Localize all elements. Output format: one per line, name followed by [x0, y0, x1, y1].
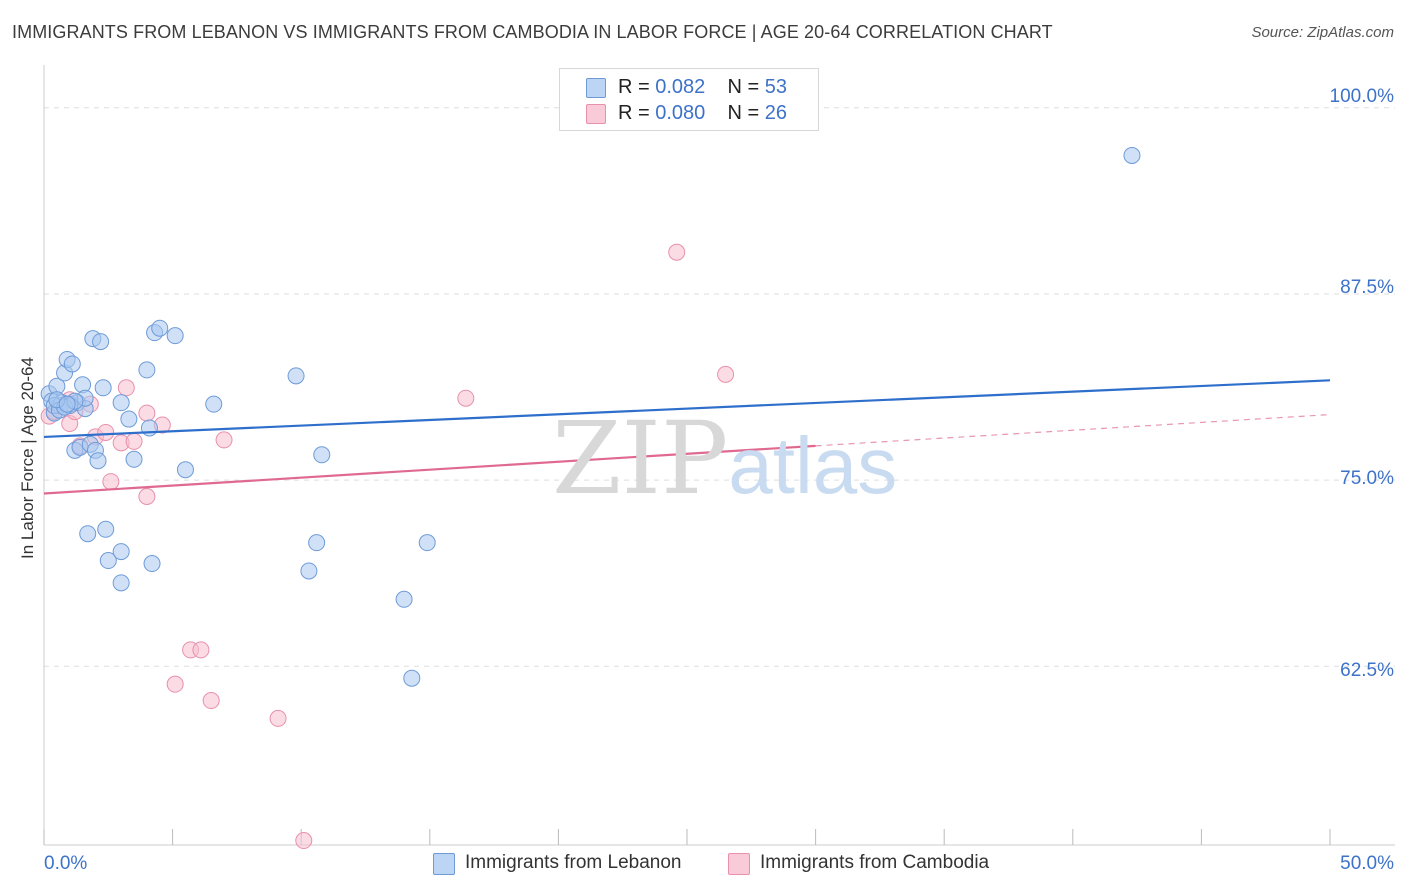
y-tick-label-75: 75.0%: [1340, 468, 1394, 489]
cambodia-point: [97, 423, 115, 441]
cambodia-point: [166, 675, 184, 693]
cambodia-point: [269, 709, 287, 727]
source-credit: Source: ZipAtlas.com: [1251, 24, 1394, 41]
lebanon-point: [120, 410, 138, 428]
lebanon-point: [287, 367, 305, 385]
lebanon-swatch: [586, 78, 606, 98]
series-legend: Immigrants from Lebanon Immigrants from …: [0, 852, 1406, 878]
legend-swatch-cambodia: [728, 853, 750, 875]
watermark-zip: ZIP: [552, 400, 729, 517]
lebanon-point: [99, 552, 117, 570]
r-value-cambodia: 0.080: [655, 102, 706, 124]
lebanon-point: [97, 520, 115, 538]
lebanon-point: [112, 574, 130, 592]
cambodia-point: [668, 243, 686, 261]
cambodia-point: [125, 432, 143, 450]
lebanon-point: [125, 450, 143, 468]
lebanon-point: [89, 452, 107, 470]
legend-label-lebanon: Immigrants from Lebanon: [465, 852, 682, 873]
lebanon-point: [94, 379, 112, 397]
lebanon-point: [308, 534, 326, 552]
watermark-atlas: atlas: [728, 421, 898, 510]
lebanon-point: [63, 355, 81, 373]
cambodia-point: [192, 641, 210, 659]
cambodia-swatch: [586, 104, 606, 124]
legend-swatch-lebanon: [433, 853, 455, 875]
watermark: ZIPatlas: [552, 400, 897, 517]
lebanon-trend-line: [43, 379, 1331, 439]
cambodia-trend-line: [43, 444, 816, 495]
lebanon-point: [1123, 146, 1141, 164]
x-axis-min-label: 0.0%: [44, 853, 88, 874]
lebanon-point: [112, 543, 130, 561]
cambodia-point: [457, 389, 475, 407]
r-label: R =: [618, 102, 650, 124]
lebanon-point: [395, 590, 413, 608]
lebanon-point: [58, 395, 76, 413]
lebanon-point: [92, 333, 110, 351]
lebanon-point: [205, 395, 223, 413]
cambodia-point: [295, 832, 313, 850]
cambodia-trend-extension: [815, 413, 1331, 447]
y-tick-label-87-5: 87.5%: [1340, 277, 1394, 298]
lebanon-point: [403, 669, 421, 687]
lebanon-point: [176, 461, 194, 479]
lebanon-point: [112, 394, 130, 412]
cambodia-point: [138, 487, 156, 505]
stats-legend: R = 0.082 N = 53 R = 0.080 N = 26: [559, 68, 819, 131]
lebanon-point: [300, 562, 318, 580]
y-axis-label: In Labor Force | Age 20-64: [18, 357, 37, 559]
n-label: N =: [727, 76, 760, 98]
y-tick-label-100: 100.0%: [1329, 86, 1394, 107]
lebanon-point: [138, 361, 156, 379]
cambodia-point: [215, 431, 233, 449]
cambodia-point: [138, 404, 156, 422]
cambodia-point: [717, 365, 735, 383]
r-label: R =: [618, 76, 650, 98]
legend-label-cambodia: Immigrants from Cambodia: [760, 852, 990, 873]
cambodia-point: [117, 379, 135, 397]
lebanon-point: [313, 446, 331, 464]
n-value-cambodia: 26: [764, 102, 788, 124]
lebanon-point: [418, 534, 436, 552]
lebanon-point: [151, 319, 169, 337]
cambodia-point: [102, 473, 120, 491]
lebanon-point: [79, 525, 97, 543]
chart-title: IMMIGRANTS FROM LEBANON VS IMMIGRANTS FR…: [12, 22, 1053, 42]
lebanon-point: [166, 327, 184, 345]
n-label: N =: [727, 102, 760, 124]
n-value-lebanon: 53: [764, 76, 788, 98]
x-axis-max-label: 50.0%: [1340, 853, 1394, 874]
r-value-lebanon: 0.082: [655, 76, 706, 98]
lebanon-point: [143, 555, 161, 573]
cambodia-point: [202, 692, 220, 710]
y-tick-label-62-5: 62.5%: [1340, 660, 1394, 681]
